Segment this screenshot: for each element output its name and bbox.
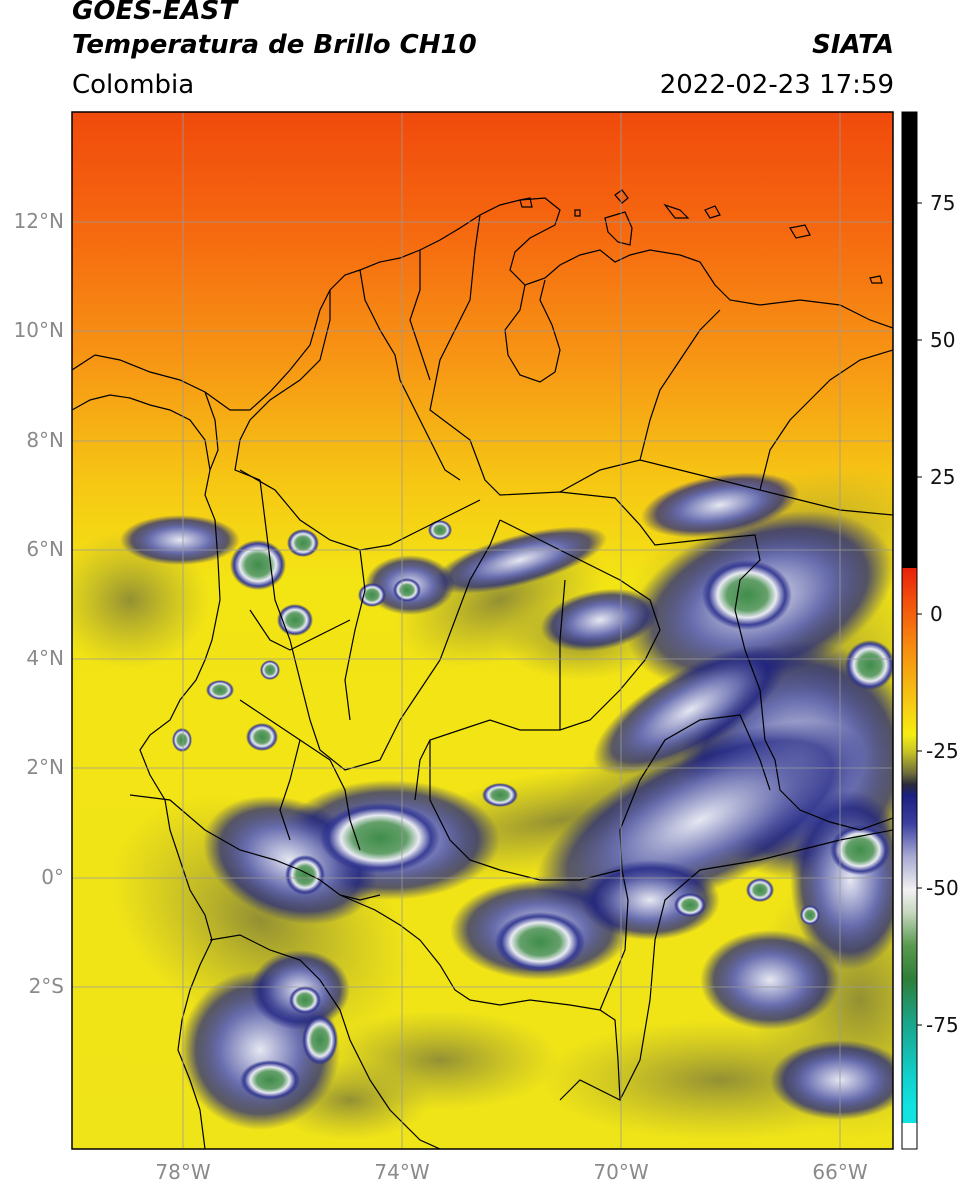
colorbar-label-minus25: -25 [926,739,959,763]
cloud-haze-region [700,930,840,1030]
cloud-core [246,723,278,751]
satellite-title: GOES-EAST [72,0,238,26]
colorbar-label-25: 25 [930,465,956,489]
cloud-core [289,986,321,1014]
cloud-core [800,905,820,925]
cloud-haze-region [592,645,788,775]
lon-label-78w: 78°W [155,1160,211,1184]
pacific-coastline [139,391,221,1149]
cloud-core [845,640,893,690]
colorbar-label-75: 75 [930,191,956,215]
lat-label-0: 0° [41,865,64,889]
cloud-core [495,912,585,972]
cloud-haze-region [540,588,660,652]
cloud-core [206,680,234,700]
colombia-venezuela-border [429,214,893,831]
cloud-haze-region [120,515,240,565]
cloud-core [746,878,774,902]
source-label: SIATA [812,30,894,60]
lon-label-66w: 66°W [812,1160,868,1184]
lat-label-8n: 8°N [26,428,64,452]
cloud-core [674,893,706,917]
cloud-core [702,560,792,630]
departments-east [414,519,661,881]
colorbar-black-segment [902,112,917,568]
panama-border [72,394,211,471]
lon-label-70w: 70°W [593,1160,649,1184]
departments-north [234,250,461,481]
cloud-haze-region [770,1040,893,1120]
region-label: Colombia [72,70,195,100]
colombia-ecuador-border [129,794,381,901]
cloud-core [172,728,192,752]
lake-maracaibo [504,279,561,383]
cloud-core [320,803,440,873]
lat-label-2n: 2°N [26,755,64,779]
colorbar-label-0: 0 [930,602,943,626]
lat-label-2s: 2°S [28,974,64,998]
cloud-core [302,1015,338,1065]
colorbar [901,111,922,1150]
lat-label-6n: 6°N [26,537,64,561]
colombia-peru-border [339,894,621,1101]
country-borders [72,189,893,1149]
ecuador-peru-border [209,934,441,1149]
cloud-core [482,783,518,807]
cloud-core [393,578,421,602]
caribbean-coastline [72,197,893,411]
colorbar-white-segment [902,1123,917,1149]
map-frame [71,111,894,1150]
product-title: Temperatura de Brillo CH10 [72,30,477,60]
cloud-core [287,529,319,557]
cloud-core [285,855,325,895]
olive-cloud-region [72,530,210,670]
cloud-core [830,825,890,875]
grid-lines [72,112,893,1149]
colorbar-tick-marks [917,202,922,1026]
cloud-core [428,520,452,540]
lat-label-4n: 4°N [26,646,64,670]
colorbar-label-minus75: -75 [926,1013,959,1037]
islands [519,189,883,284]
lat-label-12n: 12°N [13,209,64,233]
cloud-core [260,660,280,680]
colorbar-gradient [902,568,917,1123]
brazil-east-border [619,829,893,1101]
cloud-core [230,540,286,590]
colorbar-label-50: 50 [930,328,956,352]
venezuela-states [559,309,893,516]
colombia-brazil-border [599,714,771,1011]
colorbar-frame [901,111,918,1150]
cloud-haze-region [641,472,799,538]
lat-label-10n: 10°N [13,318,64,342]
departments-south [239,609,361,851]
cloud-core [240,1060,300,1100]
lon-label-74w: 74°W [374,1160,430,1184]
cloud-haze-region [432,526,608,594]
datetime-label: 2022-02-23 17:59 [659,70,894,100]
cloud-haze-region [580,860,720,940]
colorbar-label-minus50: -50 [926,876,959,900]
